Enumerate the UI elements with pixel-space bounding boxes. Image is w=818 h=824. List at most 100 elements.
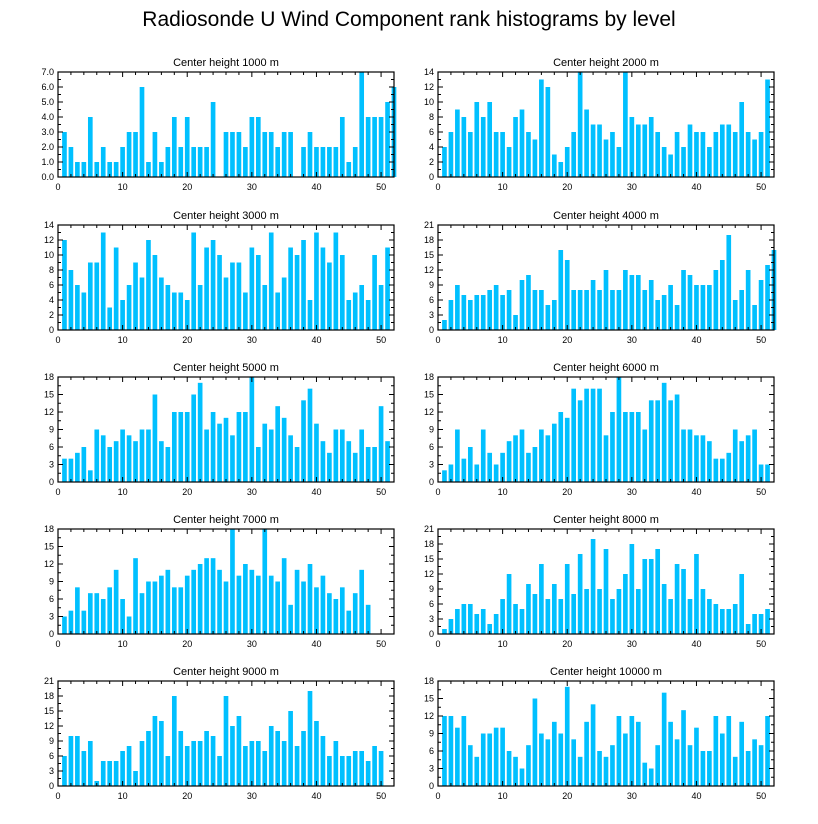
- x-tick-label: 0: [435, 639, 440, 649]
- bar: [281, 277, 287, 330]
- bar: [62, 132, 67, 177]
- bar: [571, 388, 577, 482]
- bar: [327, 756, 332, 786]
- bar: [281, 558, 287, 634]
- x-tick-label: 50: [376, 335, 386, 345]
- bar: [745, 270, 751, 330]
- bar: [372, 255, 377, 330]
- bar: [230, 262, 235, 330]
- bar: [493, 464, 499, 482]
- bar: [668, 154, 673, 177]
- bar: [758, 464, 764, 482]
- bar: [707, 285, 712, 330]
- bar: [352, 147, 358, 177]
- bar: [210, 558, 216, 634]
- bar: [165, 756, 171, 786]
- bar: [249, 117, 255, 177]
- bar: [236, 262, 242, 330]
- bar: [616, 147, 622, 177]
- bar: [197, 741, 203, 786]
- bar: [635, 124, 641, 177]
- bar: [352, 593, 358, 634]
- x-tick-label: 20: [562, 791, 572, 801]
- y-tick-label: 6: [429, 127, 434, 137]
- bar: [545, 305, 551, 330]
- bar: [635, 412, 641, 482]
- bar: [752, 305, 757, 330]
- bar: [262, 423, 268, 482]
- bar: [532, 290, 538, 330]
- bar: [442, 147, 447, 177]
- bar: [519, 280, 525, 330]
- bar: [100, 232, 106, 330]
- bar: [635, 589, 641, 634]
- bar: [165, 447, 171, 482]
- bar: [372, 746, 377, 786]
- bar: [519, 109, 525, 177]
- bar: [500, 452, 505, 482]
- bar: [564, 417, 570, 482]
- bar: [526, 275, 531, 330]
- bar: [339, 429, 345, 482]
- bar: [268, 429, 274, 482]
- bar: [113, 761, 119, 786]
- bar: [243, 746, 248, 786]
- y-tick-label: 6: [429, 599, 434, 609]
- bar: [62, 616, 67, 634]
- bar: [700, 751, 706, 786]
- x-tick-label: 30: [627, 182, 637, 192]
- bar: [506, 751, 512, 786]
- y-tick-label: 14: [424, 67, 434, 77]
- panel-title: Center height 1000 m: [173, 57, 279, 69]
- y-tick-label: 8: [429, 112, 434, 122]
- bar: [584, 721, 589, 786]
- panel-title: Center height 10000 m: [550, 666, 662, 678]
- y-tick-label: 9: [429, 584, 434, 594]
- bar: [713, 716, 719, 786]
- bar: [739, 574, 745, 634]
- bar: [359, 72, 365, 177]
- panel-9: Center height 9000 m 0 10 20 30 40 50 0 3 6 9 12 15 1…: [44, 666, 395, 801]
- bar: [752, 139, 757, 177]
- bar: [642, 559, 648, 634]
- bar: [107, 307, 113, 330]
- bar: [739, 290, 745, 330]
- bar: [648, 280, 654, 330]
- y-tick-label: 8: [49, 265, 54, 275]
- bar: [577, 290, 583, 330]
- bar: [210, 412, 216, 482]
- x-tick-label: 10: [498, 791, 508, 801]
- x-tick-label: 20: [182, 182, 192, 192]
- bar: [597, 751, 602, 786]
- bar: [320, 441, 326, 482]
- bar: [584, 589, 589, 634]
- bar: [94, 429, 100, 482]
- bar: [500, 295, 505, 330]
- x-tick-label: 20: [562, 639, 572, 649]
- bar: [758, 132, 764, 177]
- bar: [197, 382, 203, 482]
- bar: [262, 751, 268, 786]
- bar: [75, 162, 80, 177]
- bar: [133, 771, 138, 786]
- bar: [551, 584, 557, 634]
- y-tick-label: 3: [49, 612, 54, 622]
- bar: [455, 109, 460, 177]
- bar: [365, 604, 371, 634]
- bar: [178, 731, 184, 786]
- bar: [204, 429, 209, 482]
- y-tick-label: 6: [49, 594, 54, 604]
- bar: [107, 761, 113, 786]
- bar: [539, 290, 544, 330]
- y-tick-label: 18: [424, 676, 434, 686]
- bar: [661, 584, 667, 634]
- bar: [539, 429, 544, 482]
- x-tick-label: 10: [118, 182, 128, 192]
- bar: [320, 147, 326, 177]
- bar: [577, 554, 583, 634]
- bar: [610, 599, 615, 634]
- bar: [474, 756, 480, 786]
- x-tick-label: 40: [691, 791, 701, 801]
- bar: [765, 79, 770, 177]
- bar: [448, 132, 454, 177]
